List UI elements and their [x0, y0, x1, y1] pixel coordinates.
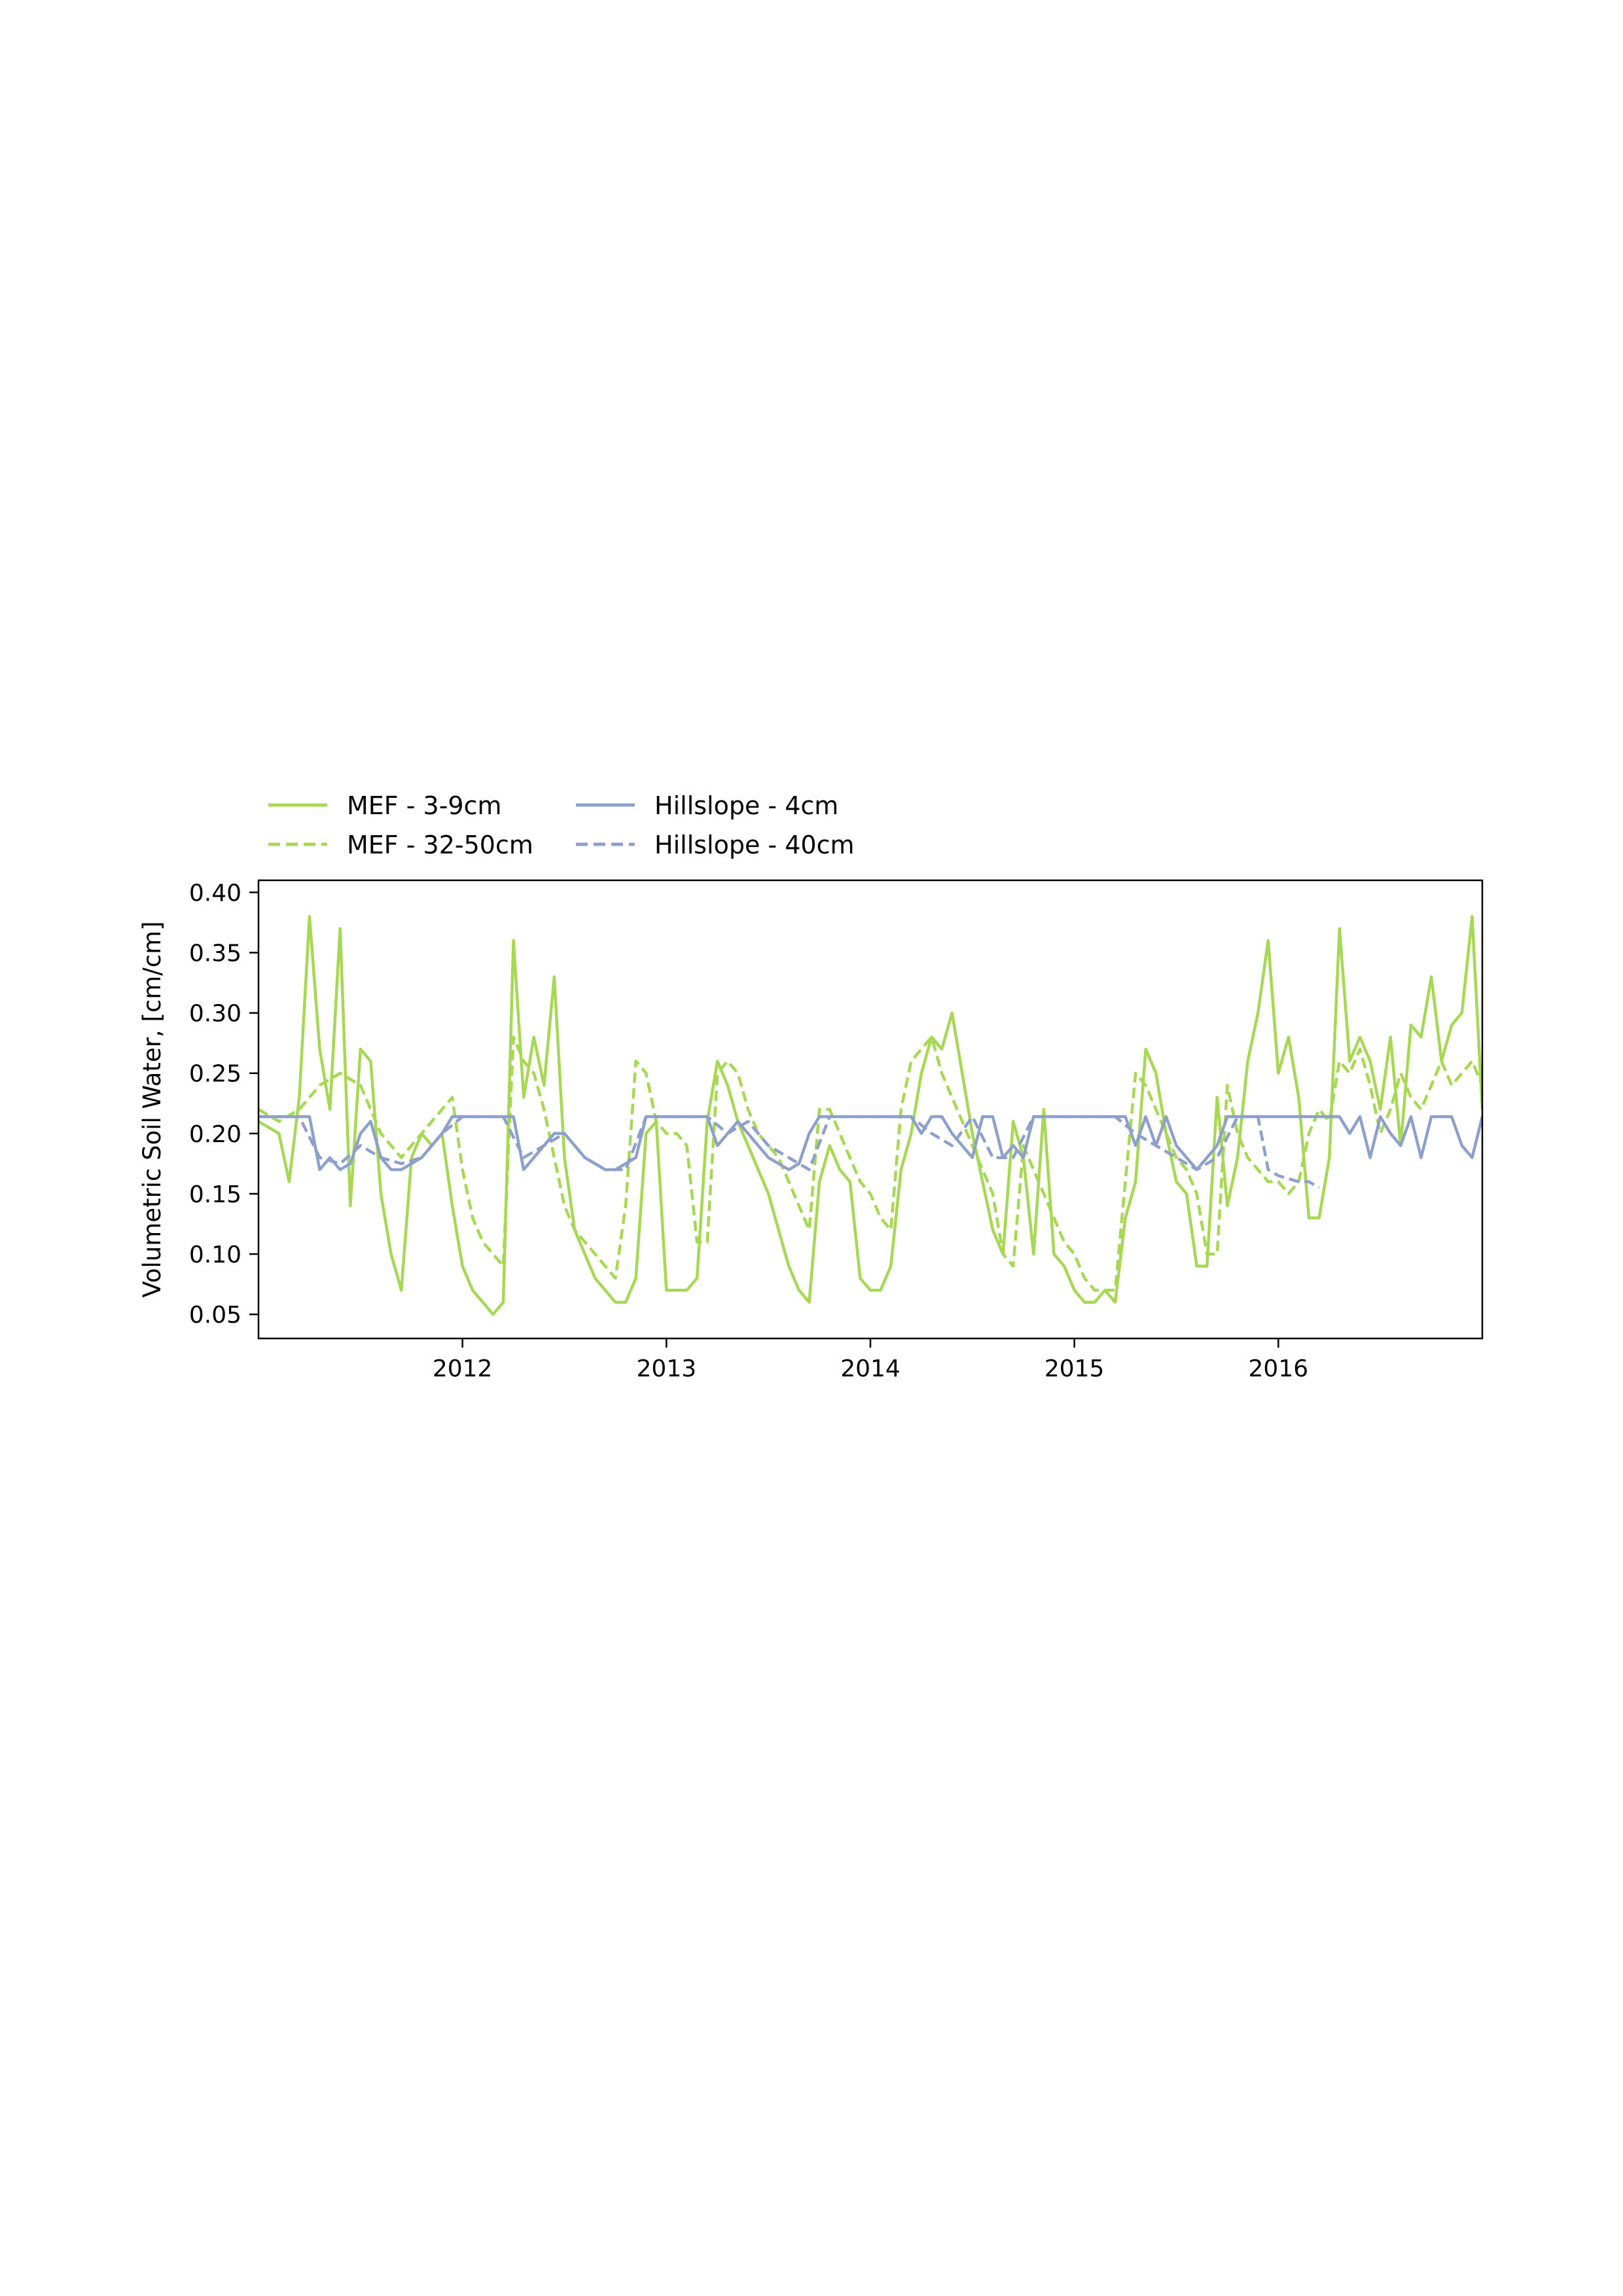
series-group — [259, 915, 1482, 1316]
y-tick-label: 0.10 — [189, 1242, 241, 1268]
legend-label-mef-32-50cm: MEF - 32-50cm — [347, 831, 533, 859]
y-tick-label: 0.25 — [189, 1061, 241, 1088]
legend: MEF - 3-9cm MEF - 32-50cm Hillslope - 4c… — [268, 791, 854, 859]
y-tick-label: 0.35 — [189, 941, 241, 967]
legend-label-hillslope-40cm: Hillslope - 40cm — [654, 831, 854, 859]
series-line-hillslope-40cm — [259, 1115, 1320, 1189]
series-line-mef-32-50cm — [259, 1035, 1482, 1292]
y-tick-label: 0.40 — [189, 880, 241, 906]
x-axis: 2012 2013 2014 2015 2016 — [433, 1338, 1308, 1382]
series-line-hillslope-4cm — [259, 1115, 1482, 1172]
series-line-mef-3-9cm — [259, 915, 1482, 1316]
y-tick-label: 0.05 — [189, 1302, 241, 1329]
legend-label-hillslope-4cm: Hillslope - 4cm — [654, 791, 838, 820]
y-tick-label: 0.15 — [189, 1181, 241, 1208]
y-tick-label: 0.30 — [189, 1001, 241, 1028]
x-tick-label: 2014 — [840, 1355, 901, 1382]
x-tick-label: 2012 — [433, 1355, 493, 1382]
x-tick-label: 2015 — [1044, 1355, 1105, 1382]
y-tick-label: 0.20 — [189, 1121, 241, 1148]
legend-label-mef-3-9cm: MEF - 3-9cm — [347, 791, 502, 820]
x-tick-label: 2016 — [1249, 1355, 1309, 1382]
y-axis: 0.05 0.10 0.15 0.20 0.25 0.30 0.35 0.40 — [189, 880, 259, 1329]
x-tick-label: 2013 — [637, 1355, 697, 1382]
y-axis-label: Volumetric Soil Water, [cm/cm] — [138, 921, 166, 1297]
